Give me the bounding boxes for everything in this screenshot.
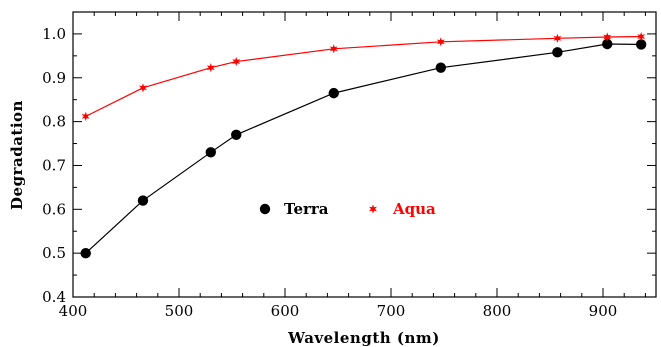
legend-terra-marker [259,203,271,215]
terra-data-point [635,39,647,50]
aqua-data-point [637,31,646,42]
terra-series-line [85,43,642,254]
terra-data-point [137,195,149,206]
terra-data-point [205,147,216,158]
x-tick-label: 900 [589,302,618,320]
terra-data-point [602,38,613,50]
plot-frame [72,11,657,298]
y-tick-label: 0.9 [42,69,66,87]
aqua-data-point [232,56,241,67]
legend-aqua-label: Aqua [392,200,436,218]
y-tick-label: 0.5 [42,244,66,262]
y-tick-label: 0.8 [42,113,66,131]
x-tick-label: 500 [165,302,194,320]
x-tick-label: 700 [377,302,406,320]
y-tick-label: 0.7 [42,156,66,174]
terra-data-point [231,129,242,140]
y-axis-title: Degradation [8,100,26,210]
x-tick-label: 800 [483,302,512,320]
y-tick-label: 1.0 [42,25,66,43]
legend: Terra Aqua [259,200,436,218]
y-tick-label: 0.4 [42,288,66,306]
aqua-data-point [603,32,612,42]
aqua-data-point [436,37,445,47]
y-tick-label: 0.6 [42,200,66,218]
x-tick-label: 400 [59,302,88,320]
series-markers [80,31,647,259]
legend-terra-label: Terra [284,200,329,218]
legend-star-shape [369,204,377,214]
series-lines [85,35,642,254]
aqua-data-point [553,33,562,43]
aqua-data-point [329,44,338,54]
aqua-data-point [206,63,215,73]
legend-aqua-marker [369,204,377,214]
aqua-data-point [81,111,90,121]
terra-data-point [435,62,447,73]
axis-ticks: 400 500 600 700 800 900 0.4 0.5 0.6 0.7 0.8 0.9 1.0 [42,11,656,320]
terra-data-point [80,247,91,259]
x-axis-title: Wavelength (nm) [287,329,440,347]
x-tick-label: 600 [271,302,300,320]
terra-data-point [328,87,339,99]
terra-data-point [552,47,563,58]
aqua-data-point [138,83,147,93]
